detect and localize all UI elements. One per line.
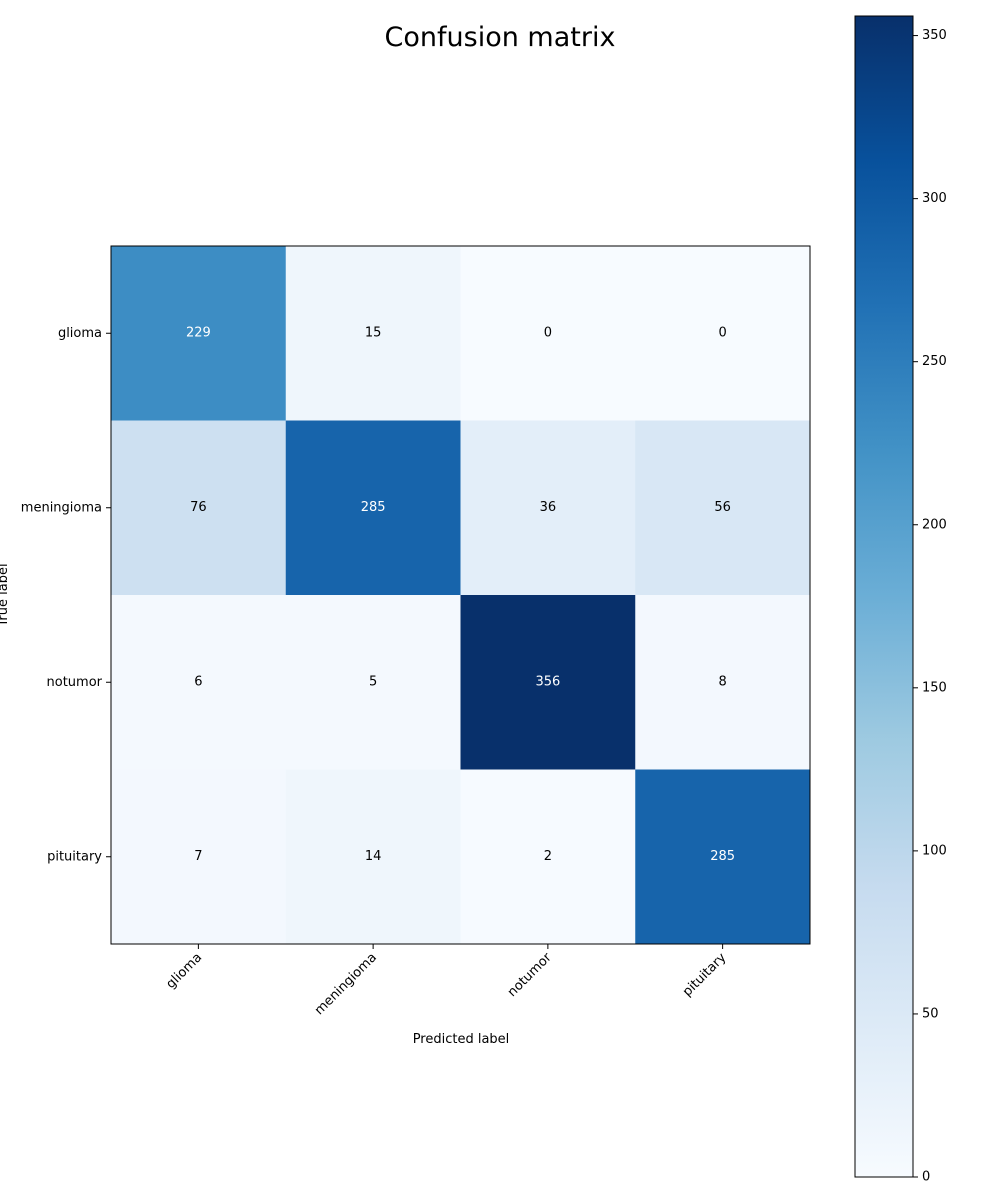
colorbar-tick-label: 300 — [922, 191, 947, 206]
x-axis-label: Predicted label — [413, 1032, 510, 1047]
heatmap-cells — [111, 246, 811, 945]
cell-value-label: 36 — [540, 500, 557, 515]
heatmap-cell — [460, 769, 636, 945]
heatmap-cell — [111, 595, 287, 770]
heatmap-cell-labels: 229 15 0 0 76 285 36 56 6 5 356 8 7 14 2 285 — [186, 325, 735, 864]
heatmap-cell — [460, 595, 636, 770]
x-axis-ticks: glioma meningioma notumor pituitary — [163, 944, 730, 1018]
heatmap-cell — [285, 595, 461, 770]
colorbar-tick-label: 50 — [922, 1006, 939, 1021]
cell-value-label: 76 — [190, 500, 207, 515]
colorbar-tick-label: 150 — [922, 680, 947, 695]
heatmap-cell — [460, 420, 636, 596]
colorbar-tick-label: 200 — [922, 517, 947, 532]
chart-title: Confusion matrix — [385, 22, 616, 53]
cell-value-label: 285 — [710, 849, 735, 864]
y-tick-label: glioma — [58, 326, 102, 341]
y-axis-label: True label — [0, 563, 11, 627]
cell-value-label: 6 — [194, 674, 202, 689]
cell-value-label: 8 — [718, 674, 726, 689]
x-tick-label: glioma — [163, 950, 205, 992]
colorbar-tick-label: 250 — [922, 354, 947, 369]
cell-value-label: 285 — [361, 500, 386, 515]
colorbar-ticks: 0 50 100 150 200 250 300 350 — [913, 28, 947, 1185]
y-tick-label: pituitary — [47, 849, 102, 864]
cell-value-label: 15 — [365, 325, 382, 340]
colorbar — [854, 15, 914, 1178]
heatmap-cell — [285, 246, 461, 421]
cell-value-label: 229 — [186, 325, 211, 340]
heatmap-cell — [285, 769, 461, 945]
heatmap-cell — [111, 420, 287, 596]
heatmap-cell — [111, 246, 287, 421]
cell-value-label: 0 — [718, 325, 726, 340]
y-tick-label: notumor — [47, 675, 103, 690]
cell-value-label: 7 — [194, 849, 202, 864]
colorbar-tick-label: 0 — [922, 1170, 930, 1185]
y-axis-ticks: glioma meningioma notumor pituitary — [21, 326, 111, 864]
colorbar-tick-label: 350 — [922, 28, 947, 43]
cell-value-label: 356 — [535, 674, 560, 689]
cell-value-label: 5 — [369, 674, 377, 689]
heatmap-cell — [635, 595, 811, 770]
cell-value-label: 14 — [365, 849, 382, 864]
x-tick-label: meningioma — [312, 950, 380, 1018]
heatmap-cell — [460, 246, 636, 421]
y-tick-label: meningioma — [21, 500, 102, 515]
heatmap-cell — [635, 769, 811, 945]
cell-value-label: 2 — [544, 849, 552, 864]
heatmap-cell — [285, 420, 461, 596]
heatmap-cell — [635, 246, 811, 421]
heatmap-cell — [111, 769, 287, 945]
colorbar-tick-label: 100 — [922, 843, 947, 858]
plot-frame — [110, 245, 811, 945]
x-tick-label: notumor — [505, 950, 555, 1000]
cell-value-label: 56 — [714, 500, 731, 515]
cell-value-label: 0 — [544, 325, 552, 340]
x-tick-label: pituitary — [680, 950, 730, 1000]
heatmap-cell — [635, 420, 811, 596]
